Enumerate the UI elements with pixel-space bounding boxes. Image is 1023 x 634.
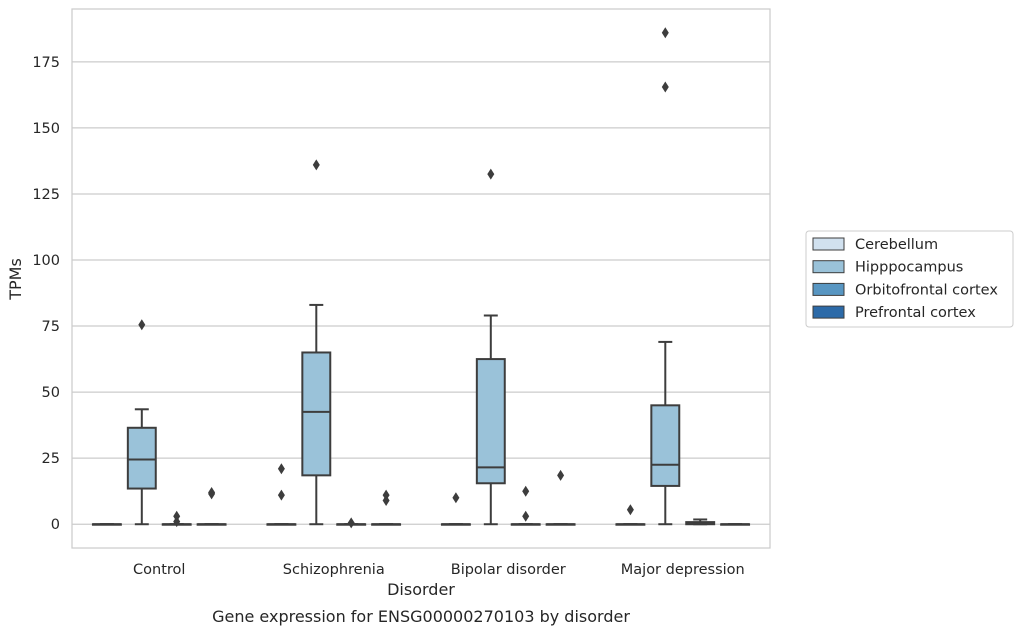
outlier-point (661, 27, 669, 39)
y-tick-label: 175 (32, 55, 60, 71)
box-orbitofrontal-cortex (685, 518, 716, 526)
outlier-point (522, 485, 530, 497)
x-axis-label: Disorder (387, 580, 455, 599)
legend-swatch (812, 305, 845, 319)
y-tick-label: 25 (42, 451, 60, 467)
box-orbitofrontal-cortex (510, 485, 541, 526)
box-cerebellum (91, 523, 122, 526)
outlier-point (208, 487, 216, 499)
outlier-point (452, 492, 460, 504)
box-orbitofrontal-cortex (161, 510, 192, 528)
y-tick-label: 0 (51, 517, 60, 533)
box-iqr (126, 426, 157, 490)
legend-frame (805, 230, 1014, 328)
outlier-point (557, 469, 565, 481)
legend-swatch (812, 282, 845, 296)
box-prefrontal-cortex (545, 469, 576, 526)
outlier-point (347, 517, 355, 529)
box-hipppocampus (126, 319, 157, 526)
x-tick-labels: Control Schizophrenia Bipolar disorder Majo… (133, 562, 745, 578)
y-axis-label: TPMs (6, 258, 25, 301)
outlier-point (382, 494, 390, 506)
x-tick-label: Schizophrenia (283, 562, 385, 578)
gridlines (72, 61, 770, 525)
box-prefrontal-cortex (371, 489, 402, 526)
legend-label: Prefrontal cortex (855, 305, 976, 321)
box-prefrontal-cortex (196, 487, 227, 526)
box-hipppocampus (650, 27, 681, 526)
legend-swatch (812, 237, 845, 251)
legend-label: Cerebellum (855, 237, 938, 253)
box-cerebellum (615, 504, 646, 526)
legend-swatch (812, 260, 845, 274)
y-tick-label: 100 (32, 253, 60, 269)
x-tick-label: Bipolar disorder (451, 562, 566, 578)
outlier-point (626, 504, 634, 516)
boxes (91, 27, 751, 529)
x-tick-label: Control (133, 562, 185, 578)
outlier-point (487, 168, 495, 180)
outlier-point (138, 319, 146, 331)
x-tick-label: Major depression (621, 562, 745, 578)
outlier-point (312, 159, 320, 171)
chart-caption: Gene expression for ENSG00000270103 by d… (212, 607, 630, 626)
box-iqr (475, 358, 506, 485)
outlier-point (277, 463, 285, 475)
y-tick-label: 150 (32, 121, 60, 137)
y-tick-label: 75 (42, 319, 60, 335)
y-tick-label: 50 (42, 385, 60, 401)
outlier-point (522, 510, 530, 522)
box-cerebellum (266, 463, 297, 526)
box-hipppocampus (301, 159, 332, 526)
box-prefrontal-cortex (720, 523, 751, 526)
legend-label: Orbitofrontal cortex (855, 282, 998, 298)
box-hipppocampus (475, 168, 506, 526)
y-tick-label: 125 (32, 187, 60, 203)
box-iqr (301, 351, 332, 477)
outlier-point (661, 81, 669, 93)
box-orbitofrontal-cortex (336, 517, 367, 529)
legend-label: Hipppocampus (855, 260, 963, 276)
outlier-point (277, 489, 285, 501)
box-iqr (650, 404, 681, 487)
box-cerebellum (440, 492, 471, 526)
plot-frame (71, 8, 771, 549)
outlier-point (173, 516, 181, 528)
legend: Cerebellum Hipppocampus Orbitofrontal cort… (805, 230, 1014, 328)
y-tick-labels: 0 25 50 75 100 125 150 175 (32, 55, 60, 533)
